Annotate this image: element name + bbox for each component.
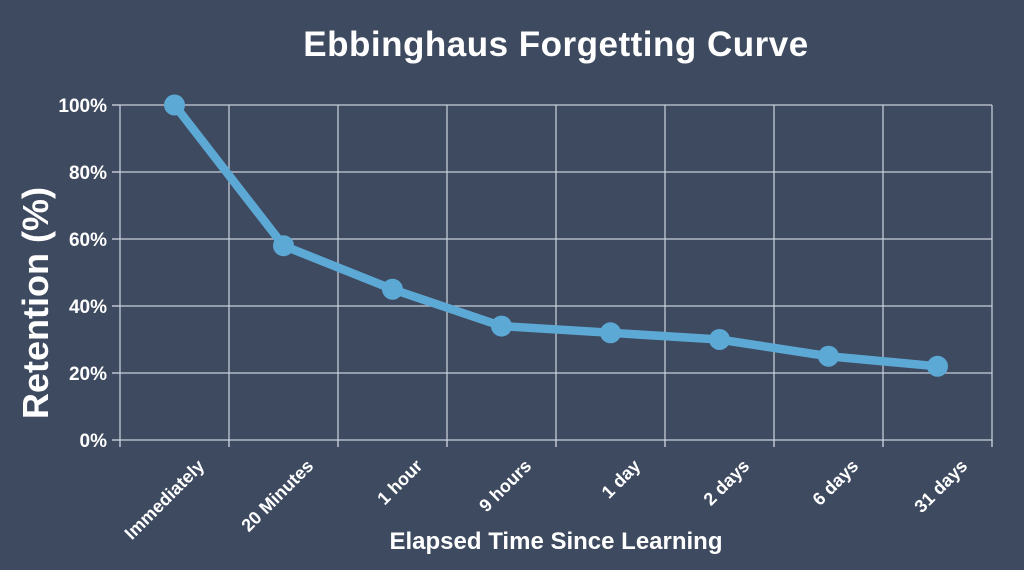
y-tick-label: 20% [69, 364, 107, 385]
data-point-8 [927, 355, 948, 377]
x-tick-label: 2 days [700, 456, 754, 510]
x-tick-label: 31 days [910, 456, 971, 517]
data-point-6 [709, 329, 730, 350]
y-tick-label: 60% [69, 230, 107, 251]
x-axis-title: Elapsed Time Since Learning [389, 528, 723, 555]
y-tick-label: 40% [69, 297, 107, 318]
data-point-5 [600, 322, 621, 344]
x-tick-label: 6 days [809, 456, 863, 510]
x-tick-label: 1 day [598, 456, 645, 503]
x-tick-label: 9 hours [475, 456, 535, 516]
data-point-1 [164, 94, 185, 116]
data-point-7 [818, 345, 839, 367]
y-tick-label: 100% [58, 96, 107, 117]
retention-line [170, 100, 942, 371]
data-point-4 [491, 315, 512, 337]
y-tick-label: 0% [80, 431, 108, 452]
chart-title: Ebbinghaus Forgetting Curve [303, 25, 809, 64]
x-tick-label: 1 hour [373, 456, 426, 509]
data-point-2 [273, 235, 294, 257]
x-tick-label: 20 Minutes [237, 456, 317, 536]
data-point-3 [382, 278, 403, 300]
x-tick-label: Immediately [121, 456, 209, 544]
y-tick-label: 80% [69, 163, 107, 184]
